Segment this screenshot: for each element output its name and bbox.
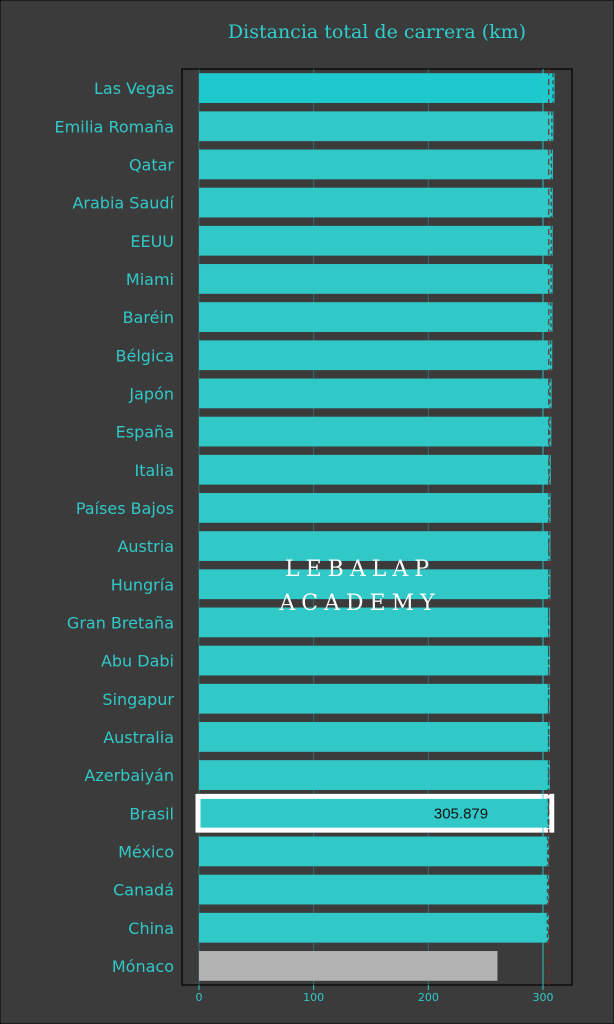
category-label: Italia [135, 461, 175, 480]
category-label: Qatar [129, 155, 174, 174]
category-label: Arabia Saudí [72, 194, 174, 213]
category-label: Miami [126, 270, 174, 289]
category-label: China [128, 919, 174, 938]
bar [199, 187, 553, 218]
watermark: LEBALAP ACADEMY [278, 557, 440, 616]
bar [199, 73, 555, 103]
bar [199, 683, 551, 714]
category-label: EEUU [130, 232, 174, 251]
bar [199, 302, 553, 332]
bar [199, 264, 553, 294]
bar [199, 722, 551, 752]
bar [199, 760, 550, 790]
bar [199, 340, 553, 371]
bar [199, 912, 549, 943]
bar [199, 149, 553, 180]
bar [199, 531, 551, 561]
category-label: España [116, 423, 174, 442]
x-tick-label: 100 [303, 991, 324, 1004]
bar [199, 111, 554, 142]
category-label: Austria [117, 537, 174, 556]
chart-title: Distancia total de carrera (km) [228, 21, 526, 43]
bar [199, 416, 552, 447]
highlight-box [195, 793, 555, 833]
bar [199, 493, 551, 523]
watermark-line-2: ACADEMY [278, 591, 440, 616]
bar [199, 607, 551, 638]
bar [199, 569, 551, 600]
bar [199, 645, 551, 676]
x-tick-label: 0 [196, 991, 203, 1004]
watermark-line-1: LEBALAP [285, 557, 435, 582]
category-label: Singapur [102, 690, 174, 709]
category-label: Gran Bretaña [67, 613, 174, 632]
category-label: Canadá [113, 881, 174, 900]
category-label: Australia [103, 728, 174, 747]
plot-frame [181, 68, 573, 986]
bar [199, 798, 550, 829]
bar [199, 874, 550, 905]
category-label: Baréin [123, 308, 174, 327]
category-label: Emilia Romaña [55, 117, 174, 136]
category-label: Abu Dabi [101, 652, 174, 671]
plot-area: 0 100 200 300 Las Vegas Emilia Romaña Qatar Ara… [55, 68, 573, 1004]
category-label: Países Bajos [76, 499, 174, 518]
bar [199, 836, 550, 867]
bar [199, 951, 498, 981]
x-tick-label: 200 [418, 991, 439, 1004]
x-tick-label: 300 [533, 991, 554, 1004]
bar [199, 225, 553, 256]
category-label: Japón [128, 384, 174, 403]
category-label: Mónaco [112, 957, 174, 976]
category-label: Bélgica [116, 346, 174, 365]
bar [199, 454, 551, 485]
bar [199, 378, 552, 409]
category-label: México [118, 842, 174, 861]
category-label: Azerbaiyán [84, 766, 174, 785]
category-label: Las Vegas [94, 79, 174, 98]
category-label: Brasil [129, 804, 174, 823]
category-label: Hungría [111, 575, 174, 594]
data-label: 305.879 [434, 805, 488, 822]
